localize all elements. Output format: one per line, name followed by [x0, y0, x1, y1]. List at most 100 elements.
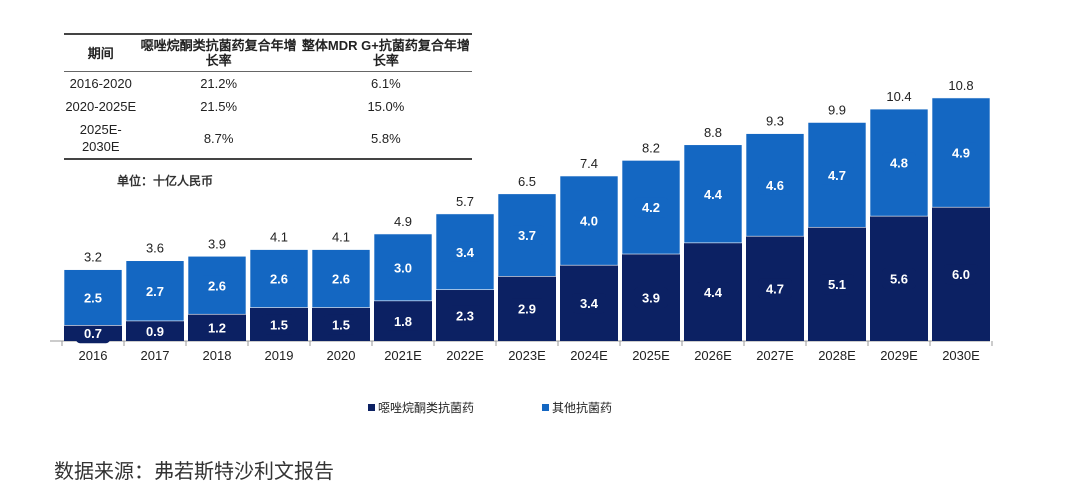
x-tick-label: 2024E [570, 348, 608, 363]
data-label: 1.2 [208, 321, 226, 336]
x-tick-label: 2022E [446, 348, 484, 363]
data-label-box [572, 293, 606, 314]
data-label: 3.7 [518, 228, 536, 243]
x-tick-label: 2021E [384, 348, 422, 363]
legend-label: 噁唑烷酮类抗菌药 [378, 400, 474, 415]
data-label: 2.7 [146, 284, 164, 299]
cell: 8.7% [137, 118, 300, 160]
data-label-box [696, 183, 730, 204]
data-label: 1.5 [332, 317, 350, 332]
data-label-box [200, 317, 234, 338]
data-label: 5.6 [890, 272, 908, 287]
data-label: 3.4 [580, 296, 599, 311]
header-mdr-cagr: 整体MDR G+抗菌药复合年增长率 [299, 33, 472, 72]
data-label-box [696, 281, 730, 302]
data-label-box [634, 287, 668, 308]
total-label: 4.1 [270, 230, 288, 245]
total-label: 4.1 [332, 230, 350, 245]
total-label: 3.6 [146, 241, 164, 256]
x-tick-label: 2017 [141, 348, 170, 363]
data-label-box [448, 305, 482, 326]
header-period: 期间 [64, 33, 138, 72]
x-tick-label: 2029E [880, 348, 918, 363]
cell: 2025E-2030E [64, 118, 138, 160]
data-label-box [510, 298, 544, 319]
legend-swatch [368, 404, 375, 411]
data-label: 3.4 [456, 245, 475, 260]
cell: 21.5% [200, 99, 238, 114]
data-label-box [882, 268, 916, 289]
data-label: 4.7 [828, 168, 846, 183]
cell: 5.8% [299, 118, 472, 160]
x-tick-label: 2020 [327, 348, 356, 363]
data-label-box [324, 314, 358, 335]
data-label-box [138, 320, 172, 341]
data-label-box [882, 152, 916, 173]
x-tick-label: 2023E [508, 348, 546, 363]
data-label: 4.7 [766, 282, 784, 297]
data-label: 4.6 [766, 178, 784, 193]
data-label-box [758, 278, 792, 299]
total-label: 10.8 [948, 78, 973, 93]
data-label: 6.0 [952, 267, 970, 282]
total-label: 10.4 [886, 89, 911, 104]
cell: 15.0% [367, 99, 405, 114]
x-tick-label: 2018 [203, 348, 232, 363]
total-label: 9.3 [766, 114, 784, 129]
data-label-box [76, 287, 110, 308]
data-label-box [820, 164, 854, 185]
total-label: 8.2 [642, 140, 660, 155]
data-label-box [448, 241, 482, 262]
x-tick-label: 2026E [694, 348, 732, 363]
data-label: 0.7 [84, 326, 102, 341]
data-label-box [758, 174, 792, 195]
cell: 21.2% [200, 76, 238, 91]
data-label-box [262, 268, 296, 289]
x-tick-label: 2030E [942, 348, 980, 363]
cell: 6.1% [371, 76, 401, 91]
x-tick-label: 2027E [756, 348, 794, 363]
data-label: 1.5 [270, 317, 288, 332]
bar-segment [683, 144, 743, 244]
data-label: 4.9 [952, 146, 970, 161]
cagr-table: 期间 噁唑烷酮类抗菌药复合年增长率 整体MDR G+抗菌药复合年增长率 2016… [64, 33, 472, 160]
header-oxazolidinone-cagr: 噁唑烷酮类抗菌药复合年增长率 [137, 33, 300, 72]
x-tick-label: 2025E [632, 348, 670, 363]
table-row: 2016-2020 21.2% 6.1% [64, 72, 472, 96]
data-label-box [944, 264, 978, 285]
data-label: 4.4 [704, 187, 723, 202]
data-label-box [386, 310, 420, 331]
x-tick-label: 2016 [79, 348, 108, 363]
data-label: 4.8 [890, 156, 908, 171]
data-label: 2.3 [456, 308, 474, 323]
total-label: 5.7 [456, 194, 474, 209]
data-label: 0.9 [146, 324, 164, 339]
data-label: 4.0 [580, 214, 598, 229]
data-label: 3.0 [394, 260, 412, 275]
total-label: 8.8 [704, 125, 722, 140]
x-tick-label: 2028E [818, 348, 856, 363]
data-label: 5.1 [828, 277, 846, 292]
total-label: 9.9 [828, 102, 846, 117]
total-label: 6.5 [518, 174, 536, 189]
data-label-box [138, 280, 172, 301]
data-label-box [634, 197, 668, 218]
table-row: 2020-2025E 21.5% 15.0% [64, 95, 472, 118]
total-label: 7.4 [580, 156, 598, 171]
data-label-box [820, 274, 854, 295]
data-label: 2.5 [84, 291, 102, 306]
table-row: 2025E-2030E 8.7% 5.8% [64, 118, 472, 160]
data-label-box [324, 268, 358, 289]
data-label: 4.4 [704, 285, 723, 300]
data-label: 2.6 [208, 278, 226, 293]
x-tick-label: 2019 [265, 348, 294, 363]
cell: 2020-2025E [65, 99, 137, 114]
unit-label: 单位：十亿人民币 [117, 174, 214, 188]
total-label: 3.2 [84, 250, 102, 265]
data-label: 2.6 [270, 272, 288, 287]
total-label: 4.9 [394, 214, 412, 229]
data-label-box [510, 225, 544, 246]
data-label: 2.6 [332, 272, 350, 287]
data-label: 1.8 [394, 314, 412, 329]
